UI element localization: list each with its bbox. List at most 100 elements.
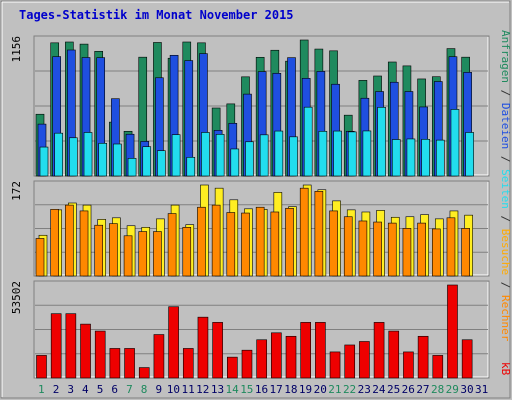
x-tick-label-15: 15	[240, 383, 253, 396]
bar-rechner-27	[417, 222, 426, 277]
bar-kb-4	[80, 323, 91, 379]
bar-kb-11	[182, 348, 194, 379]
bar-kb-12-fill	[197, 316, 209, 379]
x-tick-label-20: 20	[314, 383, 327, 396]
bar-rechner-20-fill	[314, 191, 324, 277]
bar-rechner-21	[329, 210, 338, 277]
bar-kb-17-fill	[271, 332, 282, 379]
bar-seiten-21-fill	[333, 130, 342, 177]
x-tick-label-11: 11	[181, 383, 194, 396]
panel-top	[33, 35, 490, 177]
chart-panels: 1156 172 53502	[10, 35, 490, 379]
bar-rechner-19	[299, 187, 309, 277]
bar-rechner-9-fill	[153, 231, 162, 277]
bar-kb-6	[109, 348, 121, 379]
bar-rechner-4	[79, 210, 89, 277]
bar-kb-3-fill	[65, 313, 77, 379]
bar-seiten-28-fill	[435, 139, 445, 177]
bar-kb-12	[197, 316, 209, 379]
bar-kb-25	[388, 330, 400, 379]
bar-kb-20-fill	[315, 322, 326, 379]
bar-seiten-6	[113, 143, 122, 177]
bar-kb-21	[329, 351, 341, 379]
bar-rechner-11	[182, 227, 192, 277]
bar-kb-24	[373, 322, 385, 379]
bar-rechner-28	[431, 228, 441, 277]
bar-kb-14-fill	[227, 356, 238, 379]
bar-kb-2	[50, 313, 62, 379]
bar-rechner-25-fill	[387, 222, 397, 277]
bar-kb-30	[461, 339, 473, 379]
bar-seiten-19	[303, 106, 313, 177]
bar-seiten-30	[465, 132, 474, 177]
bar-kb-27	[417, 335, 429, 379]
bar-seiten-10-fill	[171, 134, 181, 177]
bar-seiten-11	[186, 156, 196, 177]
bar-seiten-29-fill	[450, 109, 460, 177]
chart-title: Tages-Statistik im Monat November 2015	[19, 8, 294, 22]
bar-seiten-12	[201, 132, 210, 177]
x-tick-label-18: 18	[284, 383, 297, 396]
bar-rechner-21-fill	[329, 210, 338, 277]
x-axis-tick-labels: 1 2 3 4 5 6 7 8 9 10 11 12 13 14 15 16 17 18 19 20 21 22 23 24 2…	[38, 383, 488, 396]
bar-seiten-7-fill	[127, 158, 137, 177]
panel-middle-ymax-label: 172	[10, 181, 23, 201]
bar-rechner-4-fill	[79, 210, 89, 277]
bar-rechner-7-fill	[123, 235, 133, 277]
bar-seiten-4-fill	[83, 132, 93, 177]
x-tick-label-19: 19	[299, 383, 312, 396]
bar-rechner-5-fill	[94, 224, 104, 277]
bar-kb-29-fill	[447, 284, 458, 379]
bar-rechner-2	[50, 209, 59, 277]
bar-seiten-28	[435, 139, 445, 177]
x-tick-label-5: 5	[97, 383, 104, 396]
x-tick-label-9: 9	[155, 383, 162, 396]
bar-rechner-11-fill	[182, 227, 192, 277]
bar-kb-22	[344, 344, 356, 379]
bar-kb-16-fill	[256, 339, 267, 379]
bar-rechner-13	[211, 204, 221, 277]
panel-bottom	[33, 280, 490, 379]
x-tick-label-22: 22	[343, 383, 356, 396]
bar-seiten-20	[318, 130, 328, 177]
x-tick-label-16: 16	[255, 383, 268, 396]
bar-kb-8	[138, 367, 150, 379]
bar-kb-3	[65, 313, 77, 379]
panel-middle	[33, 180, 490, 277]
bar-seiten-17	[274, 130, 284, 177]
bar-rechner-8	[138, 231, 148, 277]
bar-rechner-25	[387, 222, 397, 277]
right-label-part: Rechner	[499, 295, 512, 342]
bar-kb-16	[256, 339, 267, 379]
right-label-part: /	[499, 275, 512, 295]
bar-seiten-8	[142, 146, 152, 177]
bar-seiten-10	[171, 134, 181, 177]
bar-rechner-28-fill	[431, 228, 441, 277]
bar-rechner-17	[270, 211, 280, 277]
bar-seiten-24	[377, 106, 386, 177]
bar-rechner-16-fill	[255, 206, 265, 277]
bar-rechner-22	[343, 216, 353, 277]
bar-kb-13	[212, 322, 223, 379]
bar-seiten-5	[98, 142, 108, 177]
x-tick-label-23: 23	[358, 383, 371, 396]
bar-seiten-13	[215, 134, 225, 177]
bar-seiten-27	[421, 138, 430, 177]
x-tick-label-7: 7	[126, 383, 133, 396]
bar-seiten-14	[230, 148, 240, 177]
bar-rechner-29	[446, 217, 456, 277]
bar-seiten-9	[157, 150, 166, 177]
bar-rechner-22-fill	[343, 216, 353, 277]
bar-rechner-12-fill	[197, 206, 206, 277]
bar-kb-21-fill	[329, 351, 341, 379]
right-label-part: /	[499, 149, 512, 169]
bar-rechner-24	[373, 221, 382, 277]
bar-kb-1-fill	[36, 355, 47, 379]
right-label-series: Anfragen / Dateien / Seiten / Besuche / …	[499, 30, 512, 342]
bar-seiten-19-fill	[303, 106, 313, 177]
bar-rechner-20	[314, 191, 324, 277]
x-tick-label-1: 1	[38, 383, 45, 396]
x-tick-label-12: 12	[196, 383, 209, 396]
bar-seiten-7	[127, 158, 137, 177]
